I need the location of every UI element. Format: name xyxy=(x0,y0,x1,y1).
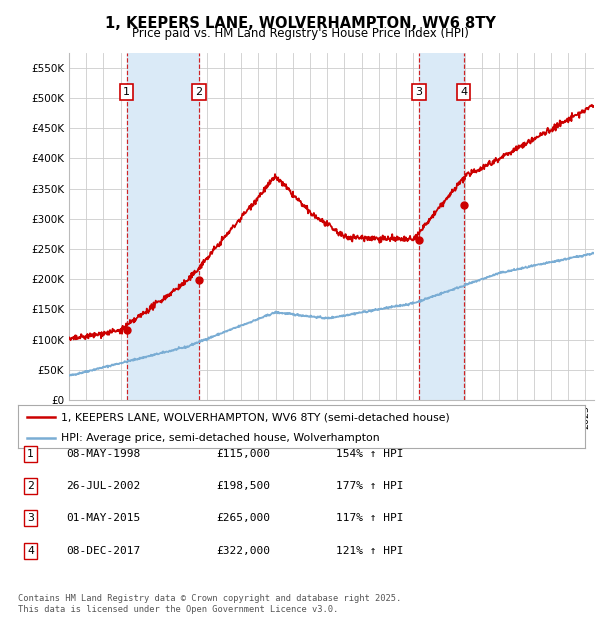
Text: 3: 3 xyxy=(27,513,34,523)
Text: £322,000: £322,000 xyxy=(216,546,270,556)
Text: 1: 1 xyxy=(123,87,130,97)
Text: 3: 3 xyxy=(415,87,422,97)
Text: 4: 4 xyxy=(27,546,34,556)
Text: 08-MAY-1998: 08-MAY-1998 xyxy=(66,449,140,459)
Text: £115,000: £115,000 xyxy=(216,449,270,459)
Text: 1, KEEPERS LANE, WOLVERHAMPTON, WV6 8TY: 1, KEEPERS LANE, WOLVERHAMPTON, WV6 8TY xyxy=(104,16,496,31)
Text: 1, KEEPERS LANE, WOLVERHAMPTON, WV6 8TY (semi-detached house): 1, KEEPERS LANE, WOLVERHAMPTON, WV6 8TY … xyxy=(61,412,449,422)
Text: 121% ↑ HPI: 121% ↑ HPI xyxy=(336,546,404,556)
Bar xyxy=(419,53,464,400)
Text: 177% ↑ HPI: 177% ↑ HPI xyxy=(336,481,404,491)
Text: £198,500: £198,500 xyxy=(216,481,270,491)
Text: 08-DEC-2017: 08-DEC-2017 xyxy=(66,546,140,556)
Text: 2: 2 xyxy=(196,87,203,97)
Text: Contains HM Land Registry data © Crown copyright and database right 2025.
This d: Contains HM Land Registry data © Crown c… xyxy=(18,595,401,614)
Text: 1: 1 xyxy=(27,449,34,459)
Text: 154% ↑ HPI: 154% ↑ HPI xyxy=(336,449,404,459)
Text: 2: 2 xyxy=(27,481,34,491)
Text: 01-MAY-2015: 01-MAY-2015 xyxy=(66,513,140,523)
Text: HPI: Average price, semi-detached house, Wolverhampton: HPI: Average price, semi-detached house,… xyxy=(61,433,379,443)
Text: 26-JUL-2002: 26-JUL-2002 xyxy=(66,481,140,491)
Bar xyxy=(127,53,199,400)
Text: 4: 4 xyxy=(460,87,467,97)
Text: £265,000: £265,000 xyxy=(216,513,270,523)
Text: 117% ↑ HPI: 117% ↑ HPI xyxy=(336,513,404,523)
Text: Price paid vs. HM Land Registry's House Price Index (HPI): Price paid vs. HM Land Registry's House … xyxy=(131,27,469,40)
